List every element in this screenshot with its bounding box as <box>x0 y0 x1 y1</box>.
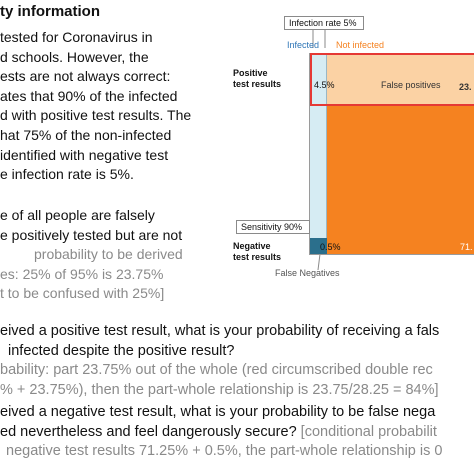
intro-line: d schools. However, the <box>0 48 149 65</box>
intro-line: identified with negative test <box>0 146 169 163</box>
question-2-line: eived a negative test result, what is yo… <box>0 404 436 420</box>
task-line-answer: es: 25% of 95% is 23.75% <box>0 265 164 282</box>
question-2-line: ed nevertheless and feel dangerously sec… <box>0 423 437 440</box>
question-1-answer: % + 23.75%), then the part-whole relatio… <box>0 381 439 398</box>
question-2-answer: negative test results 71.25% + 0.5%, the… <box>6 443 443 459</box>
question-1: eived a positive test result, what is yo… <box>0 322 439 400</box>
question-1-line: infected despite the positive result? <box>8 342 235 359</box>
negative-results-label: Negative test results <box>233 241 282 262</box>
false-negatives-cell <box>310 238 327 254</box>
false-negatives-value: 0.5% <box>320 242 341 252</box>
not-infected-header: Not infected <box>336 40 385 50</box>
question-1-answer: bability: part 23.75% out of the whole (… <box>0 362 433 378</box>
intro-line: ates that 90% of the infected <box>0 87 178 104</box>
question-2: eived a negative test result, what is yo… <box>0 403 442 462</box>
task-line: e of all people are falsely <box>0 207 155 223</box>
false-positives-cell <box>327 54 474 106</box>
task-line: e positively tested but are not <box>0 226 183 243</box>
false-positives-label: False positives <box>381 80 441 90</box>
intro-line: hat 75% of the non-infected <box>0 126 172 143</box>
task-line-answer: probability to be derived <box>34 246 183 263</box>
positive-results-outline <box>310 53 474 106</box>
section-heading: ty information <box>0 3 100 20</box>
intro-paragraph: tested for Coronavirus in d schools. How… <box>0 28 191 185</box>
false-positives-value: 23. <box>459 82 472 92</box>
true-negatives-cell <box>327 106 474 254</box>
true-positives-value: 4.5% <box>314 80 335 90</box>
question-1-line: eived a positive test result, what is yo… <box>0 323 440 339</box>
false-negatives-label: False Negatives <box>275 268 340 278</box>
sensitivity-callout: Sensitivity 90% <box>236 220 310 234</box>
intro-line: e infection rate is 5%. <box>0 166 134 183</box>
intro-line: tested for Coronavirus in <box>0 29 153 45</box>
positive-results-label: Positive test results <box>233 68 282 89</box>
true-negatives-value: 71. <box>460 242 473 252</box>
intro-line: d with positive test results. The <box>0 107 192 124</box>
task-paragraph: e of all people are falsely e positively… <box>0 206 183 304</box>
infection-rate-callout: Infection rate 5% <box>284 16 364 30</box>
task-line-answer: t to be confused with 25%] <box>0 285 165 302</box>
true-positives-cell <box>310 54 327 238</box>
infected-header: Infected <box>287 40 320 50</box>
intro-line: ests are not always correct: <box>0 68 171 85</box>
